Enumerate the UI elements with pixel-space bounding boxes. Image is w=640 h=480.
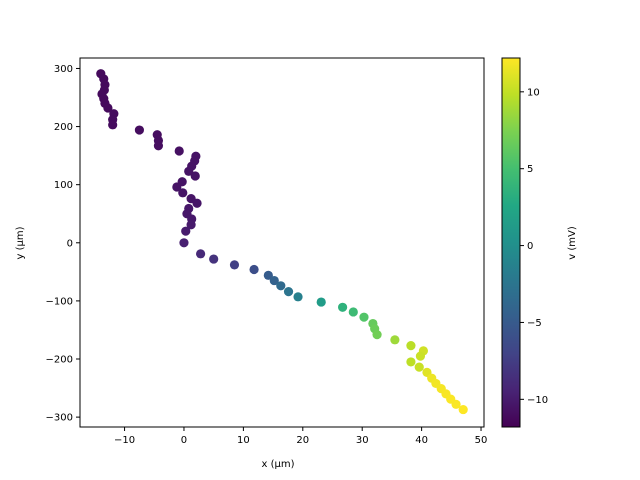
y-tick-label: −200 [46,355,73,366]
scatter-point-19 [184,166,194,176]
scatter-point-49 [406,341,416,351]
scatter-point-60 [451,399,461,409]
scatter-point-31 [179,238,189,248]
y-tick-label: 300 [54,64,73,75]
colorbar-tick-label: −10 [527,395,548,406]
scatter-point-43 [348,307,358,317]
scatter-point-40 [293,292,303,302]
scatter-point-37 [269,275,279,286]
x-tick-label: −10 [114,435,135,446]
scatter-point-20 [190,171,200,181]
y-tick-label: 200 [54,122,73,133]
scatter-point-35 [249,264,259,275]
scatter-point-29 [186,220,196,230]
colorbar-frame [501,57,521,428]
scatter-point-30 [181,226,191,236]
scatter-point-34 [229,260,240,270]
scatter-point-52 [406,357,416,367]
colorbar-tick-label: 5 [527,164,533,175]
x-tick-label: 0 [181,435,187,446]
y-axis-ticks: −300 −200 −100 0 100 200 300 [46,64,80,424]
colorbar [502,58,520,427]
scatter-point-38 [276,281,286,291]
scatter-point-7 [103,103,113,113]
scatter-point-51 [415,351,426,361]
scatter-point-33 [209,254,219,264]
y-tick-label: 0 [67,238,73,249]
x-axis-ticks: −10 0 10 20 30 40 50 [114,427,487,446]
scatter-point-47 [372,330,382,340]
colorbar-tick-label: 10 [527,87,540,98]
scatter-point-36 [263,270,273,280]
scatter-point-41 [316,297,326,307]
y-axis-label: y (µm) [15,226,26,259]
scatter-point-11 [134,125,145,135]
scatter-points [96,69,468,415]
x-tick-label: 40 [415,435,428,446]
scatter-point-25 [192,198,202,208]
scatter-point-23 [178,188,188,198]
scatter-point-44 [359,312,369,322]
y-tick-label: −100 [46,296,73,307]
scatter-point-14 [153,141,164,151]
scatter-point-48 [390,335,400,345]
scatter-point-39 [283,287,294,297]
scatter-point-22 [172,182,182,192]
x-tick-label: 20 [296,435,309,446]
colorbar-tick-label: −5 [527,318,542,329]
x-tick-label: 10 [237,435,250,446]
scatter-point-32 [196,249,206,259]
x-tick-label: 30 [356,435,369,446]
scatter-point-10 [108,120,118,130]
scatter-point-42 [338,302,348,312]
y-tick-label: 100 [54,180,73,191]
x-tick-label: 50 [475,435,488,446]
scatter-point-15 [174,146,184,156]
colorbar-tick-label: 0 [527,241,533,252]
y-tick-label: −300 [46,413,73,424]
colorbar-label: v (mV) [567,226,578,260]
scatter-point-53 [414,362,424,372]
colorbar-ticks: −10 −5 0 5 10 [520,87,548,406]
x-axis-label: x (µm) [261,459,294,470]
scatter-point-61 [458,404,468,415]
